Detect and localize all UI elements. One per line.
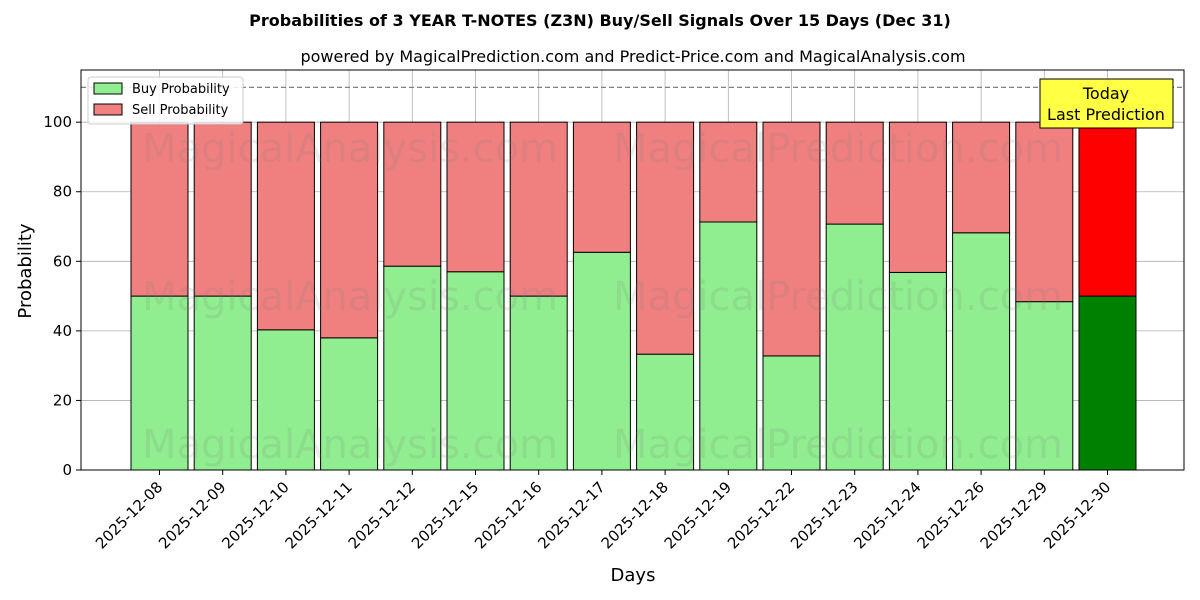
x-tick-label: 2025-12-22 [724,478,798,552]
x-axis: 2025-12-082025-12-092025-12-102025-12-11… [92,470,1114,552]
plot-frame [80,69,1185,471]
sell-bar [888,121,947,273]
sell-bar [446,121,505,273]
sell-bar [1078,121,1137,297]
sell-bar [383,121,442,267]
sell-bar [1015,121,1074,303]
bars [130,121,1137,471]
y-tick-label: 100 [43,113,72,131]
watermarks: MagicalAnalysis.com MagicalPrediction.com… [142,126,1063,468]
x-tick-label: 2025-12-15 [408,478,482,552]
x-tick-label: 2025-12-26 [914,478,988,552]
legend-label: Sell Probability [132,103,229,118]
sell-bar [130,121,189,297]
sell-bar [952,121,1011,234]
watermark-text: MagicalAnalysis.com [142,126,558,172]
y-tick-label: 60 [53,252,72,270]
sell-bar [572,121,631,253]
x-tick-label: 2025-12-11 [282,478,356,552]
buy-bar [256,329,315,471]
x-tick-label: 2025-12-08 [92,478,166,552]
chart-title: Probabilities of 3 YEAR T-NOTES (Z3N) Bu… [249,11,951,30]
legend-box [87,76,244,125]
legend: Buy Probability Sell Probability [87,76,244,125]
buy-bar [320,337,379,471]
legend-swatch [93,103,123,116]
chart-subtitle: powered by MagicalPrediction.com and Pre… [300,47,965,66]
x-axis-label: Days [611,565,656,586]
sell-bar [320,121,379,339]
sell-bar [636,121,695,355]
buy-bar [762,355,821,471]
today-annotation: Today Last Prediction [1039,78,1174,129]
legend-swatch [93,82,123,95]
x-tick-label: 2025-12-24 [850,478,924,552]
x-tick-label: 2025-12-23 [787,478,861,552]
y-tick-label: 40 [53,322,72,340]
watermark-text: MagicalPrediction.com [613,126,1063,172]
x-tick-label: 2025-12-30 [1040,478,1114,552]
buy-bar [383,265,442,471]
sell-bar [509,121,568,297]
buy-bar [446,271,505,471]
buy-bar [1078,295,1137,471]
x-tick-label: 2025-12-29 [977,478,1051,552]
buy-bar [699,221,758,471]
x-tick-label: 2025-12-09 [155,478,229,552]
buy-bar [509,295,568,471]
annotation-text: Today [1082,84,1129,103]
sell-bar [699,121,758,223]
watermark-text: MagicalPrediction.com [613,274,1063,320]
sell-bar [762,121,821,357]
buy-bar [572,251,631,471]
watermark-text: MagicalAnalysis.com [142,274,558,320]
watermark-text: MagicalAnalysis.com [142,422,558,468]
y-tick-label: 0 [62,461,72,479]
sell-bar [825,121,884,225]
y-axis: 0 20 40 60 80 100 [43,113,81,479]
y-tick-label: 80 [53,183,72,201]
buy-bar [825,223,884,471]
x-tick-label: 2025-12-17 [534,478,608,552]
y-axis-label: Probability [15,223,36,318]
annotation-text: Last Prediction [1047,105,1165,124]
buy-bar [193,295,252,471]
buy-bar [888,271,947,471]
legend-label: Buy Probability [132,82,230,97]
x-tick-label: 2025-12-19 [661,478,735,552]
sell-bar [256,121,315,331]
x-tick-label: 2025-12-16 [471,478,545,552]
annotation-box [1039,78,1174,129]
y-tick-label: 20 [53,391,72,409]
watermark-text: MagicalPrediction.com [613,422,1063,468]
x-tick-label: 2025-12-18 [598,478,672,552]
x-tick-label: 2025-12-12 [345,478,419,552]
x-tick-label: 2025-12-10 [218,478,292,552]
buy-bar [636,353,695,471]
